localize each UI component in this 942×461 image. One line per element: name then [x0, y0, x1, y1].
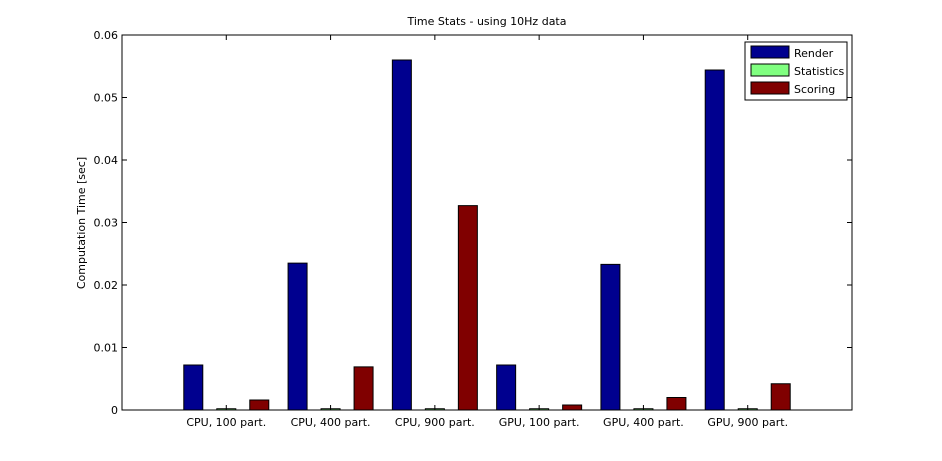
bar-render [287, 262, 308, 411]
x-tick-label: CPU, 100 part. [186, 416, 266, 429]
legend-label-scoring: Scoring [794, 83, 835, 96]
bars-layer [183, 59, 791, 411]
bar-scoring [562, 404, 583, 411]
bar-scoring [770, 383, 791, 411]
y-tick-label: 0.03 [94, 217, 119, 230]
legend-label-render: Render [794, 47, 834, 60]
plot-frame [121, 34, 853, 411]
y-tick-label: 0.06 [94, 29, 119, 42]
y-tick-label: 0 [111, 404, 118, 417]
bar-render [496, 364, 517, 411]
bar-render [704, 69, 725, 411]
y-tick-label: 0.01 [94, 342, 119, 355]
bar-render [600, 263, 621, 411]
y-axis: 0 0.01 0.02 0.03 0.04 0.05 0.06 [94, 29, 852, 417]
bar-render [391, 59, 412, 411]
x-tick-label: GPU, 400 part. [603, 416, 684, 429]
legend-swatch-scoring [750, 81, 790, 95]
y-tick-label: 0.02 [94, 279, 119, 292]
x-tick-label: CPU, 400 part. [291, 416, 371, 429]
bar-scoring [249, 399, 270, 411]
legend-label-statistics: Statistics [794, 65, 845, 78]
x-tick-label: CPU, 900 part. [395, 416, 475, 429]
legend-swatch-render [750, 45, 790, 59]
legend: Render Statistics Scoring [744, 41, 848, 101]
y-tick-label: 0.04 [94, 154, 119, 167]
x-axis: CPU, 100 part. CPU, 400 part. CPU, 900 par… [186, 35, 788, 429]
bar-scoring [666, 397, 687, 411]
y-axis-title: Computation Time [sec] [75, 157, 88, 289]
bar-render [183, 364, 204, 411]
y-tick-label: 0.05 [94, 92, 119, 105]
chart-title: Time Stats - using 10Hz data [407, 15, 567, 28]
bar-scoring [457, 205, 478, 411]
x-tick-label: GPU, 100 part. [499, 416, 580, 429]
legend-swatch-statistics [750, 63, 790, 77]
bar-scoring [353, 366, 374, 411]
x-tick-label: GPU, 900 part. [707, 416, 788, 429]
